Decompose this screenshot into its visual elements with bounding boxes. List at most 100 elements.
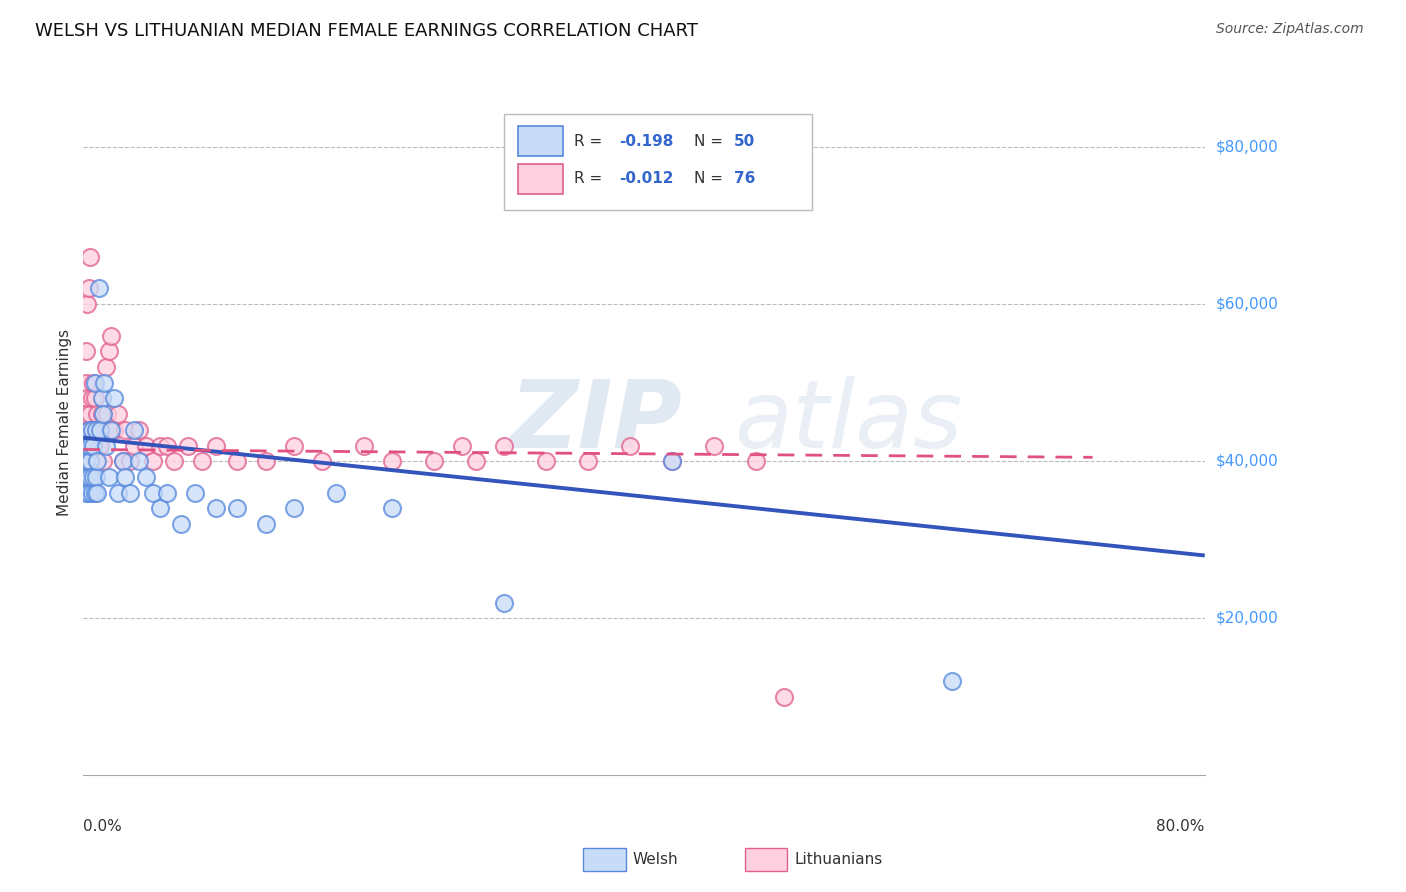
Text: 0.0%: 0.0% [83, 819, 122, 834]
Point [77, 454, 100, 468]
Point [93, 376, 115, 390]
Point [82, 376, 104, 390]
Point [97, 344, 120, 359]
Point [73, 407, 96, 421]
Text: Source: ZipAtlas.com: Source: ZipAtlas.com [1216, 22, 1364, 37]
Point [77, 423, 100, 437]
Point [353, 438, 375, 452]
Point [90, 407, 112, 421]
Point [184, 485, 207, 500]
Point [107, 485, 129, 500]
Point [79, 470, 101, 484]
Point [381, 454, 404, 468]
Point [149, 501, 172, 516]
Point [534, 454, 557, 468]
Point [111, 454, 134, 468]
Text: 80.0%: 80.0% [1156, 819, 1205, 834]
Point [745, 454, 768, 468]
Point [87, 438, 110, 452]
Point [82, 438, 104, 452]
Point [75, 344, 97, 359]
Point [114, 423, 136, 437]
Point [73, 438, 96, 452]
Point [79, 407, 101, 421]
Point [80, 485, 103, 500]
Point [941, 674, 963, 689]
Point [73, 470, 96, 484]
Point [100, 328, 122, 343]
Text: atlas: atlas [734, 376, 962, 467]
Point [79, 438, 101, 452]
Point [156, 485, 179, 500]
Text: -0.012: -0.012 [620, 171, 673, 186]
Point [135, 438, 157, 452]
Point [84, 423, 107, 437]
Point [91, 407, 114, 421]
Text: N =: N = [695, 134, 728, 149]
Point [84, 470, 107, 484]
Point [191, 454, 214, 468]
Point [381, 501, 404, 516]
Point [80, 438, 103, 452]
Point [76, 470, 98, 484]
Point [75, 438, 97, 452]
Point [619, 438, 641, 452]
Point [122, 438, 145, 452]
Point [75, 376, 97, 390]
Point [86, 454, 108, 468]
Point [84, 454, 107, 468]
Text: ZIP: ZIP [509, 376, 682, 468]
Point [773, 690, 796, 704]
Point [107, 407, 129, 421]
Point [114, 470, 136, 484]
Point [79, 250, 101, 264]
Point [205, 501, 228, 516]
Point [576, 454, 599, 468]
Point [80, 423, 103, 437]
Point [86, 423, 108, 437]
Point [118, 485, 141, 500]
Point [83, 485, 105, 500]
Point [283, 438, 305, 452]
Text: -0.198: -0.198 [620, 134, 673, 149]
Point [86, 485, 108, 500]
Text: WELSH VS LITHUANIAN MEDIAN FEMALE EARNINGS CORRELATION CHART: WELSH VS LITHUANIAN MEDIAN FEMALE EARNIN… [35, 22, 699, 40]
Point [661, 454, 683, 468]
Point [170, 517, 193, 532]
Point [82, 438, 104, 452]
Point [94, 438, 117, 452]
Point [97, 470, 120, 484]
Text: $40,000: $40,000 [1216, 454, 1278, 468]
Point [311, 454, 333, 468]
Point [79, 438, 101, 452]
Point [98, 423, 121, 437]
Point [96, 407, 118, 421]
Text: Lithuanians: Lithuanians [794, 853, 883, 867]
Point [83, 392, 105, 406]
Point [325, 485, 347, 500]
Point [177, 438, 200, 452]
Point [464, 454, 486, 468]
Point [135, 470, 157, 484]
Text: $60,000: $60,000 [1216, 297, 1279, 311]
Point [205, 438, 228, 452]
Point [156, 438, 179, 452]
Point [142, 485, 165, 500]
Point [492, 596, 515, 610]
Point [94, 359, 117, 374]
FancyBboxPatch shape [519, 164, 564, 194]
Text: N =: N = [695, 171, 728, 186]
Point [103, 423, 125, 437]
Point [93, 423, 115, 437]
Point [122, 423, 145, 437]
Point [80, 392, 103, 406]
Point [79, 454, 101, 468]
Point [76, 392, 98, 406]
Point [492, 438, 515, 452]
Point [77, 438, 100, 452]
Point [149, 438, 172, 452]
Point [90, 392, 112, 406]
Text: R =: R = [575, 134, 607, 149]
Point [100, 423, 122, 437]
FancyBboxPatch shape [519, 127, 564, 156]
